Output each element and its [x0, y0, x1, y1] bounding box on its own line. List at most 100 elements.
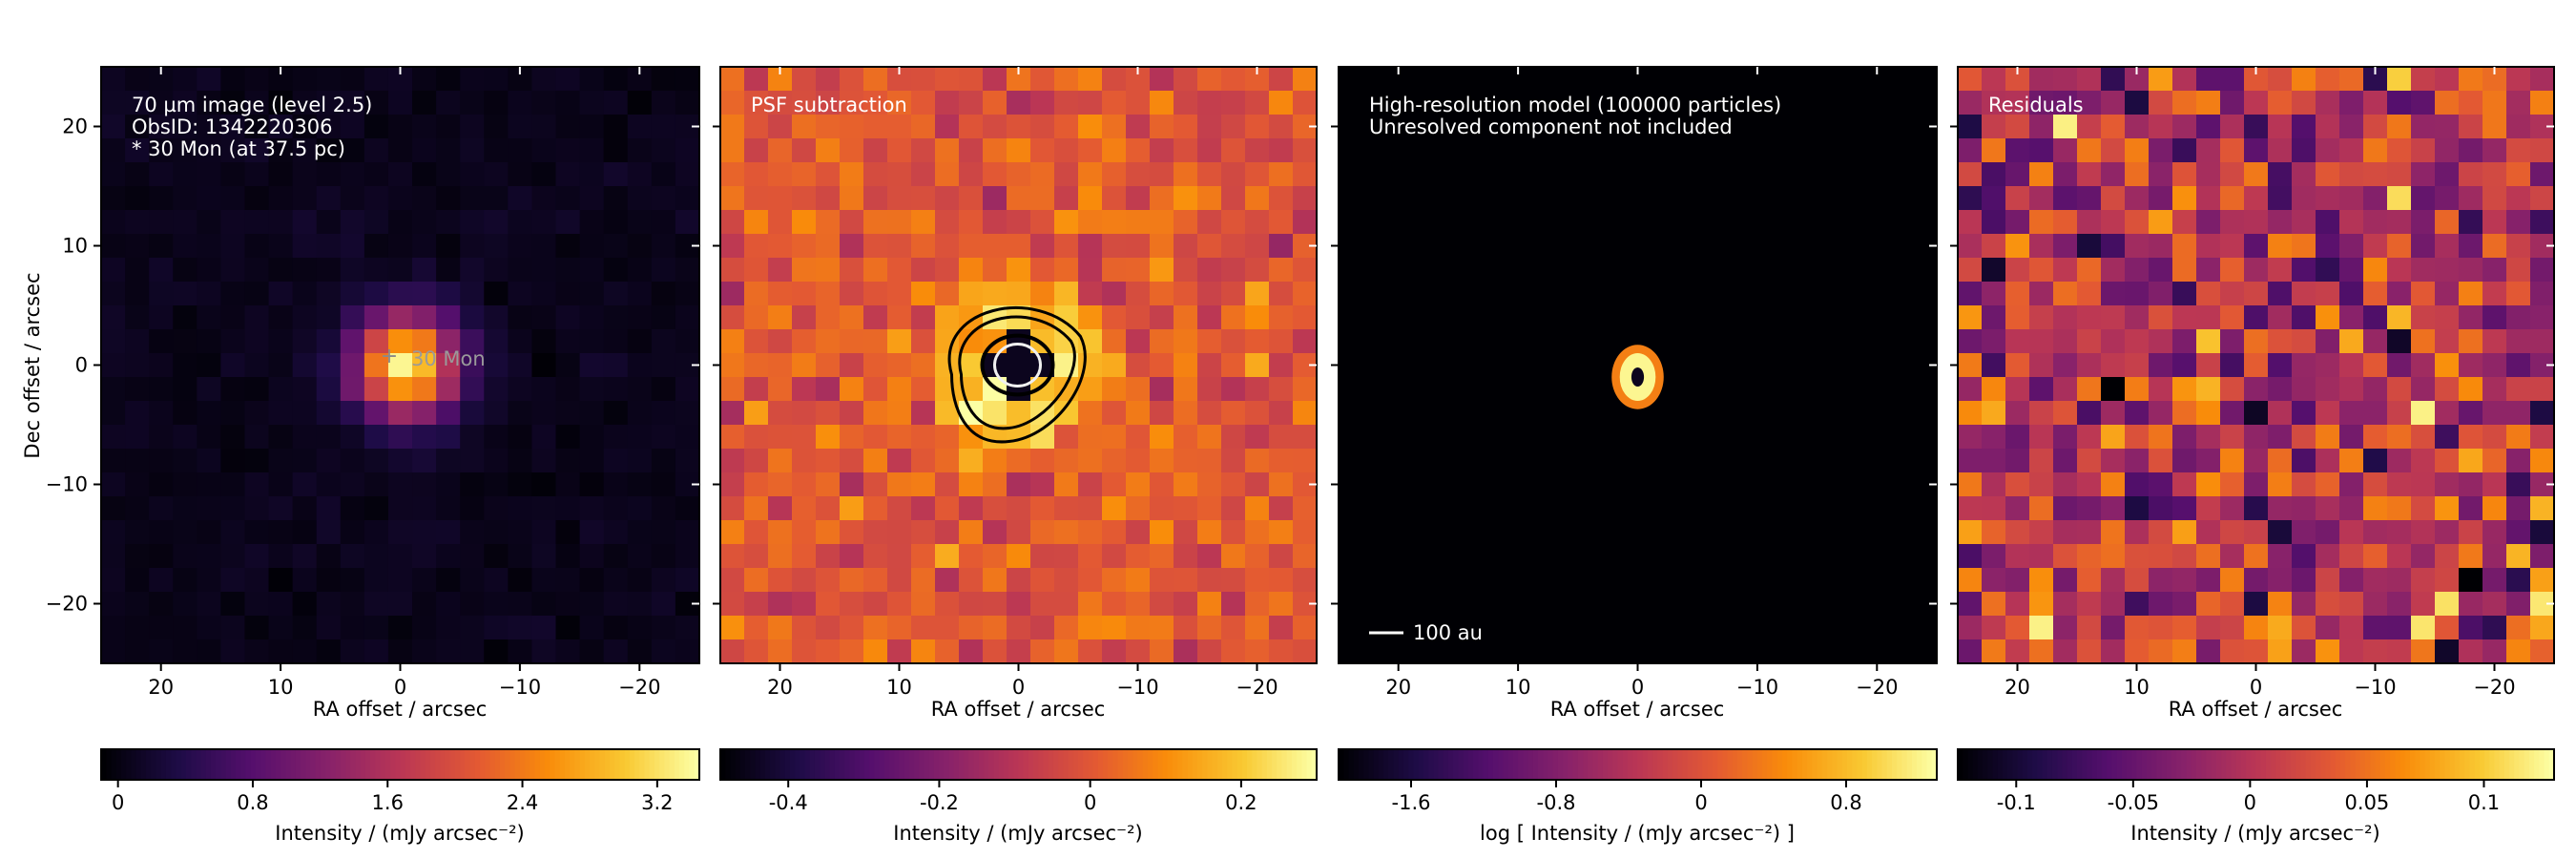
heatmap-cell — [792, 115, 817, 139]
heatmap-cell — [935, 258, 960, 283]
colorbar-frame — [719, 748, 1318, 781]
heatmap-cell — [816, 138, 841, 163]
heatmap-cell — [268, 496, 294, 521]
heatmap-cell — [2292, 138, 2316, 163]
heatmap-cell — [2029, 353, 2054, 378]
heatmap-cell — [125, 186, 150, 211]
colorbar-step — [1722, 749, 1729, 780]
heatmap-cell — [1054, 544, 1079, 569]
heatmap-cell — [2411, 186, 2436, 211]
colorbar-step — [1128, 749, 1133, 780]
colorbar-step — [1846, 749, 1853, 780]
heatmap-cell — [2149, 401, 2173, 426]
colorbar-step — [1478, 749, 1485, 780]
colorbar-step — [1782, 749, 1788, 780]
heatmap-model — [1339, 67, 1937, 663]
heatmap-cell — [579, 258, 605, 283]
heatmap-cell — [1007, 329, 1031, 354]
colorbar-step — [449, 749, 456, 780]
heatmap-cell — [1174, 67, 1198, 92]
heatmap-cell — [1174, 520, 1198, 545]
heatmap-cell — [1958, 210, 1983, 235]
heatmap-cell — [244, 377, 270, 402]
heatmap-cell — [292, 520, 318, 545]
heatmap-cell — [2268, 425, 2293, 450]
colorbar-step — [2350, 749, 2357, 780]
colorbar-step — [1043, 749, 1049, 780]
colorbar-step — [1817, 749, 1823, 780]
heatmap-cell — [555, 186, 581, 211]
colorbar-step — [395, 749, 402, 780]
heatmap-cell — [2220, 377, 2245, 402]
heatmap-cell — [816, 67, 841, 92]
heatmap-cell — [2316, 91, 2340, 115]
heatmap-cell — [197, 401, 221, 426]
heatmap-cell — [173, 138, 197, 163]
heatmap-cell — [1958, 544, 1983, 569]
heatmap-cell — [364, 568, 389, 593]
colorbar-step — [2271, 749, 2276, 780]
heatmap-cell — [816, 520, 841, 545]
heatmap-cell — [555, 115, 581, 139]
heatmap-cell — [935, 568, 960, 593]
colorbar-tick-label: -1.6 — [1392, 791, 1431, 814]
heatmap-cell — [2077, 234, 2102, 259]
heatmap-cell — [2196, 305, 2221, 330]
heatmap-cell — [744, 353, 769, 378]
heatmap-cell — [340, 377, 365, 402]
heatmap-cell — [2077, 329, 2102, 354]
heatmap-cell — [1269, 425, 1294, 450]
colorbar-step — [904, 749, 910, 780]
heatmap-cell — [1054, 496, 1079, 521]
heatmap-cell — [1197, 115, 1222, 139]
heatmap-cell — [1293, 616, 1318, 640]
heatmap-cell — [2005, 138, 2030, 163]
heatmap-cell — [1958, 472, 1983, 497]
heatmap-cell — [768, 162, 793, 187]
heatmap-cell — [531, 544, 557, 569]
heatmap-cell — [173, 616, 197, 640]
colorbar-model: -1.6 -0.8 0 0.8 log [ Intensity / (mJy arcs… — [1338, 748, 1938, 845]
heatmap-cell — [2316, 329, 2340, 354]
colorbar-tick-label: -0.8 — [1537, 791, 1576, 814]
heatmap-cell — [1245, 616, 1270, 640]
heatmap-cell — [2268, 258, 2293, 283]
heatmap-cell — [2244, 115, 2269, 139]
heatmap-cell — [744, 115, 769, 139]
heatmap-cell — [840, 186, 864, 211]
heatmap-cell — [2530, 544, 2555, 569]
heatmap-cell — [720, 282, 745, 306]
heatmap-cell — [316, 425, 342, 450]
colorbar-tick-label: 0.05 — [2345, 791, 2390, 814]
heatmap-cell — [268, 449, 294, 473]
colorbar-step — [2330, 749, 2337, 780]
heatmap-cell — [579, 592, 605, 617]
heatmap-cell — [675, 186, 700, 211]
colorbar-step — [735, 749, 741, 780]
colorbar-step — [2026, 749, 2033, 780]
heatmap-cell — [768, 520, 793, 545]
heatmap-cell — [2125, 186, 2150, 211]
heatmap-cell — [125, 115, 150, 139]
heatmap-cell — [2435, 234, 2460, 259]
heatmap-cell — [675, 138, 700, 163]
heatmap-cell — [436, 353, 461, 378]
colorbar-step — [2534, 749, 2540, 780]
heatmap-cell — [460, 425, 485, 450]
colorbar-step — [1922, 749, 1928, 780]
heatmap-cell — [316, 401, 342, 426]
heatmap-cell — [579, 329, 605, 354]
heatmap-cell — [1269, 305, 1294, 330]
colorbar-step — [2509, 749, 2515, 780]
heatmap-cell — [1078, 67, 1103, 92]
heatmap-cell — [911, 425, 936, 450]
heatmap-cell — [364, 425, 389, 450]
heatmap-cell — [2387, 186, 2412, 211]
heatmap-cell — [2196, 377, 2221, 402]
heatmap-cell — [531, 353, 557, 378]
heatmap-cell — [1293, 210, 1318, 235]
heatmap-cell — [603, 186, 629, 211]
heatmap-cell — [220, 138, 246, 163]
heatmap-cell — [887, 305, 912, 330]
heatmap-cell — [340, 162, 365, 187]
